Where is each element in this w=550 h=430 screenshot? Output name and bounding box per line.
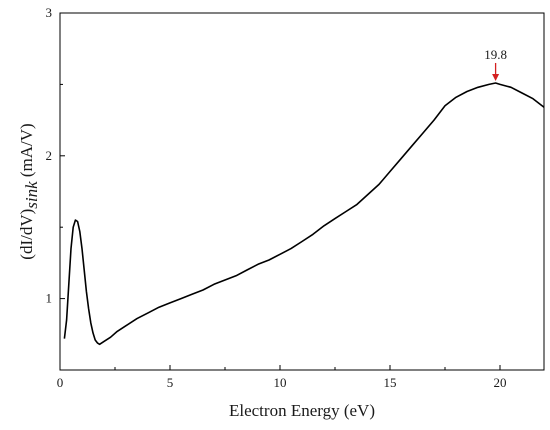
x-tick-label: 10: [274, 375, 287, 390]
y-tick-label: 3: [46, 5, 53, 20]
y-axis-title-unit: (mA/V): [17, 123, 36, 181]
series-layer: [63, 82, 545, 346]
annotation-layer: 19.8: [484, 47, 507, 81]
x-tick-label: 20: [494, 375, 507, 390]
y-axis-title-main: (dI/dV): [17, 209, 36, 260]
labels-layer: 0 5 10 15 20 1 2 3 Electron Energy (eV) (dI/dV)si…: [17, 5, 507, 420]
peak-annotation-label: 19.8: [484, 47, 507, 62]
x-tick-label: 15: [384, 375, 397, 390]
axes-layer: [59, 12, 545, 371]
x-axis-title: Electron Energy (eV): [229, 401, 375, 420]
y-tick-label: 2: [46, 148, 53, 163]
plot-frame: [59, 12, 545, 371]
peak-arrow-head: [492, 73, 500, 81]
y-axis-title: (dI/dV)sink (mA/V): [17, 123, 41, 259]
y-axis-title-subscript: sink: [22, 181, 41, 209]
series-line: [63, 82, 545, 346]
x-tick-label: 5: [167, 375, 174, 390]
y-tick-label: 1: [46, 291, 53, 306]
x-tick-label: 0: [57, 375, 64, 390]
